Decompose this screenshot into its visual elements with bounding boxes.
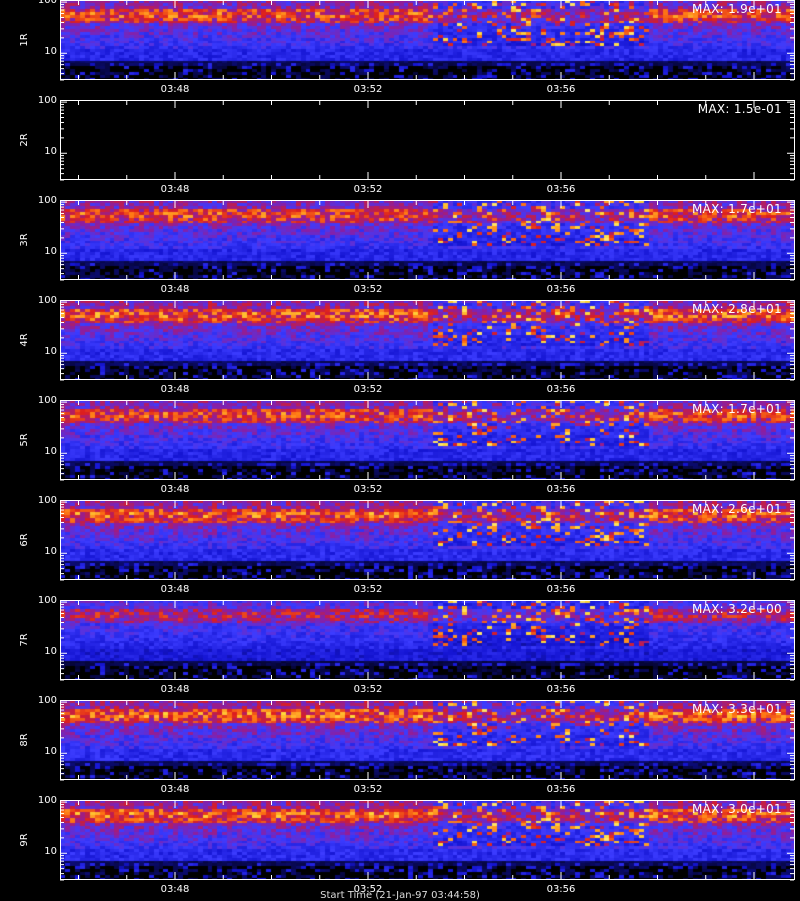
x-tick-label: 03:56 (546, 384, 576, 395)
y-tick-label: 100 (37, 0, 57, 7)
panel-axes (60, 801, 794, 881)
spectrogram-plot (60, 800, 795, 880)
spectrogram-plot (60, 600, 795, 680)
panel-axes (60, 301, 794, 381)
spectrogram-panel-4r: 4R 100 10 03:48 03:52 03:56 MAX: 2.8e+01 (0, 295, 800, 400)
spectrogram-panel-1r: 1R 100 10 03:48 03:52 03:56 MAX: 1.9e+01 (0, 0, 800, 100)
y-tick-label: 10 (44, 246, 57, 258)
y-tick-label: 100 (37, 395, 57, 407)
y-tick-label: 10 (44, 846, 57, 858)
y-tick-label: 100 (37, 595, 57, 607)
x-tick-label: 03:56 (546, 284, 576, 295)
max-value-label: MAX: 3.0e+01 (691, 802, 782, 816)
spectrogram-plot (60, 500, 795, 580)
y-tick-label: 100 (37, 695, 57, 707)
spectrogram-heatmap (61, 1, 794, 79)
x-tick-label: 03:48 (160, 884, 190, 895)
spectrogram-plot (60, 100, 795, 180)
spectrogram-heatmap (61, 101, 794, 179)
spectrogram-panel-8r: 8R 100 10 03:48 03:52 03:56 MAX: 3.3e+01 (0, 695, 800, 800)
max-value-label: MAX: 3.2e+00 (691, 602, 782, 616)
y-tick-label: 10 (44, 46, 57, 58)
x-tick-label: 03:56 (546, 884, 576, 895)
x-tick-label: 03:56 (546, 684, 576, 695)
x-tick-label: 03:56 (546, 84, 576, 95)
y-tick-label: 100 (37, 495, 57, 507)
panel-axes (60, 701, 794, 781)
x-tick-label: 03:56 (546, 784, 576, 795)
spectrogram-plot (60, 300, 795, 380)
spectrogram-heatmap (61, 401, 794, 479)
spectrogram-heatmap (61, 701, 794, 779)
y-tick-label: 100 (37, 195, 57, 207)
x-tick-label: 03:52 (353, 284, 383, 295)
spectrogram-heatmap (61, 801, 794, 879)
x-tick-label: 03:48 (160, 184, 190, 195)
max-value-label: MAX: 1.5e-01 (697, 102, 782, 116)
max-value-label: MAX: 1.7e+01 (691, 402, 782, 416)
spectrogram-heatmap (61, 501, 794, 579)
x-tick-label: 03:52 (353, 84, 383, 95)
y-tick-label: 10 (44, 646, 57, 658)
max-value-label: MAX: 1.7e+01 (691, 202, 782, 216)
y-tick-label: 10 (44, 446, 57, 458)
x-tick-label: 03:56 (546, 484, 576, 495)
x-tick-label: 03:52 (353, 684, 383, 695)
y-tick-label: 10 (44, 546, 57, 558)
spectrogram-heatmap (61, 301, 794, 379)
spectrogram-panel-3r: 3R 100 10 03:48 03:52 03:56 MAX: 1.7e+01 (0, 195, 800, 300)
x-tick-label: 03:52 (353, 584, 383, 595)
x-tick-label: 03:48 (160, 784, 190, 795)
x-tick-label: 03:52 (353, 884, 383, 895)
x-tick-label: 03:52 (353, 784, 383, 795)
y-tick-label: 100 (37, 795, 57, 807)
panel-axes (60, 101, 794, 181)
x-tick-label: 03:48 (160, 684, 190, 695)
panel-axes (60, 501, 794, 581)
panel-axes (60, 601, 794, 681)
max-value-label: MAX: 3.3e+01 (691, 702, 782, 716)
spectrogram-panel-7r: 7R 100 10 03:48 03:52 03:56 MAX: 3.2e+00 (0, 595, 800, 700)
x-tick-label: 03:48 (160, 84, 190, 95)
x-tick-label: 03:48 (160, 384, 190, 395)
x-tick-label: 03:48 (160, 584, 190, 595)
y-tick-label: 100 (37, 95, 57, 107)
y-tick-label: 10 (44, 346, 57, 358)
x-tick-label: 03:52 (353, 484, 383, 495)
x-tick-label: 03:52 (353, 184, 383, 195)
x-tick-label: 03:56 (546, 584, 576, 595)
start-time-label: Start Time (21-Jan-97 03:44:58) (320, 890, 480, 901)
max-value-label: MAX: 2.8e+01 (691, 302, 782, 316)
spectrogram-heatmap (61, 601, 794, 679)
spectrogram-plot (60, 0, 795, 80)
max-value-label: MAX: 1.9e+01 (691, 2, 782, 16)
max-value-label: MAX: 2.6e+01 (691, 502, 782, 516)
spectrogram-panel-6r: 6R 100 10 03:48 03:52 03:56 MAX: 2.6e+01 (0, 495, 800, 600)
spectrogram-plot (60, 400, 795, 480)
x-tick-label: 03:52 (353, 384, 383, 395)
spectrogram-plot (60, 700, 795, 780)
x-tick-label: 03:56 (546, 184, 576, 195)
x-tick-label: 03:48 (160, 284, 190, 295)
panel-axes (60, 401, 794, 481)
spectrogram-panel-9r: 9R 100 10 03:48 03:52 03:56 MAX: 3.0e+01 (0, 795, 800, 900)
panel-axes (60, 1, 794, 81)
spectrogram-panel-2r: 2R 100 10 03:48 03:52 03:56 MAX: 1.5e-01 (0, 95, 800, 200)
x-tick-label: 03:48 (160, 484, 190, 495)
y-tick-label: 10 (44, 146, 57, 158)
panel-axes (60, 201, 794, 281)
spectrogram-heatmap (61, 201, 794, 279)
y-tick-label: 100 (37, 295, 57, 307)
spectrogram-panel-5r: 5R 100 10 03:48 03:52 03:56 MAX: 1.7e+01 (0, 395, 800, 500)
y-tick-label: 10 (44, 746, 57, 758)
spectrogram-plot (60, 200, 795, 280)
